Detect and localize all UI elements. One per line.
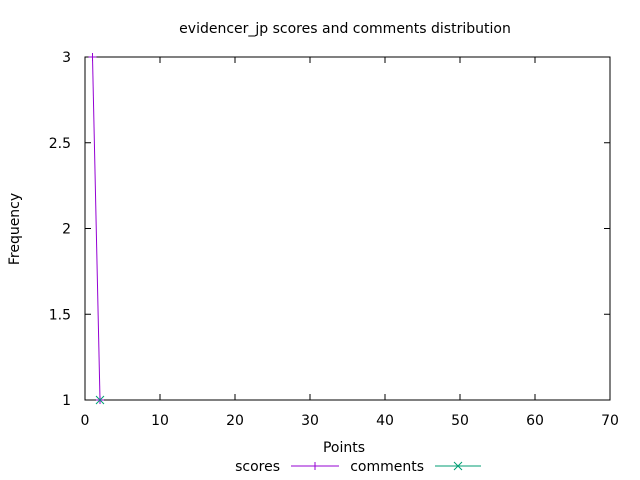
legend: scores comments	[235, 459, 481, 475]
y-axis-ticks: 1 1.5 2 2.5 3	[49, 50, 610, 409]
legend-label-comments: comments	[350, 459, 424, 475]
y-axis-label: Frequency	[7, 193, 23, 265]
x-tick-label: 20	[226, 413, 244, 429]
x-tick-label: 0	[81, 413, 90, 429]
y-tick-label: 2	[62, 222, 71, 238]
legend-label-scores: scores	[235, 459, 280, 475]
y-tick-label: 1	[62, 393, 71, 409]
y-tick-label: 1.5	[49, 307, 71, 323]
plot-frame	[84, 56, 611, 401]
series-comments-point	[95, 395, 105, 405]
x-tick-label: 30	[301, 413, 319, 429]
x-tick-label: 70	[601, 413, 619, 429]
y-tick-label: 3	[62, 50, 71, 66]
x-tick-label: 60	[526, 413, 544, 429]
chart-title: evidencer_jp scores and comments distrib…	[179, 21, 511, 37]
series-layer	[88, 53, 105, 405]
y-tick-label: 2.5	[49, 136, 71, 152]
x-tick-label: 10	[151, 413, 169, 429]
legend-marker-scores	[311, 462, 319, 470]
x-axis-label: Points	[323, 440, 365, 456]
x-tick-label: 40	[376, 413, 394, 429]
series-scores-point	[88, 53, 97, 61]
series-scores-line	[92, 56, 101, 401]
x-axis-ticks: 0 10 20 30 40 50 60 70	[81, 57, 619, 429]
x-tick-label: 50	[451, 413, 469, 429]
legend-marker-comments	[453, 461, 463, 471]
